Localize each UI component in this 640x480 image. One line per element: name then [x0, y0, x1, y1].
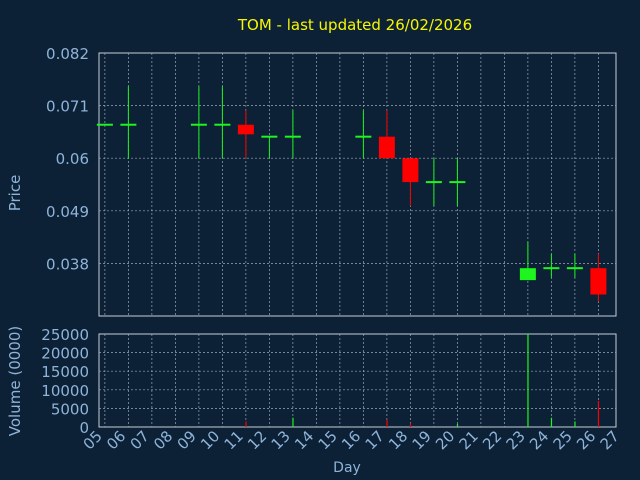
- volume-bar: [574, 421, 576, 427]
- candle-body: [590, 268, 607, 295]
- volume-plot-frame: [98, 333, 617, 428]
- candle-body: [237, 124, 254, 135]
- volume-bar: [245, 421, 247, 427]
- volume-bar: [527, 334, 529, 427]
- price-tick-label: 0.049: [46, 203, 89, 221]
- candle-body: [402, 158, 419, 183]
- volume-bar: [456, 424, 459, 427]
- candle-body: [190, 123, 207, 126]
- price-panel: 0.082 0.071 0.06 0.049 0.038: [46, 45, 617, 317]
- candle-body: [284, 135, 301, 138]
- volume-bar: [292, 417, 294, 427]
- volume-tick-label: 0: [79, 419, 89, 437]
- volume-bar: [409, 423, 412, 427]
- volume-tick-label: 25000: [41, 326, 89, 344]
- x-axis-label: Day: [333, 460, 361, 476]
- candle-body: [120, 123, 137, 126]
- volume-bar: [597, 400, 600, 427]
- x-axis-ticks: 0506070809101112131415161718192021222324…: [80, 427, 623, 453]
- candle-body: [214, 123, 231, 126]
- volume-tick-label: 20000: [41, 345, 89, 363]
- volume-tick-label: 10000: [41, 382, 89, 400]
- candle-body: [261, 135, 278, 138]
- volume-bar: [550, 417, 553, 427]
- price-tick-label: 0.071: [46, 98, 89, 116]
- candle-body: [449, 181, 466, 184]
- volume-tick-label: 5000: [51, 400, 89, 418]
- price-tick-label: 0.06: [56, 150, 89, 168]
- volume-axis-label: Volume (0000): [6, 326, 24, 436]
- candle-body: [378, 136, 395, 159]
- volume-bar: [386, 419, 388, 427]
- price-tick-label: 0.038: [46, 255, 89, 273]
- price-tick-label: 0.082: [46, 45, 89, 63]
- candle-body: [425, 181, 442, 184]
- volume-tick-label: 15000: [41, 363, 89, 381]
- price-plot-frame: [98, 52, 617, 317]
- candle-body: [355, 135, 372, 138]
- candle-body: [543, 267, 560, 270]
- candle-body: [566, 267, 583, 270]
- price-axis-label: Price: [6, 175, 24, 212]
- chart-title: TOM - last updated 26/02/2026: [237, 16, 472, 34]
- candle-body: [96, 123, 113, 126]
- candle-body: [519, 268, 536, 281]
